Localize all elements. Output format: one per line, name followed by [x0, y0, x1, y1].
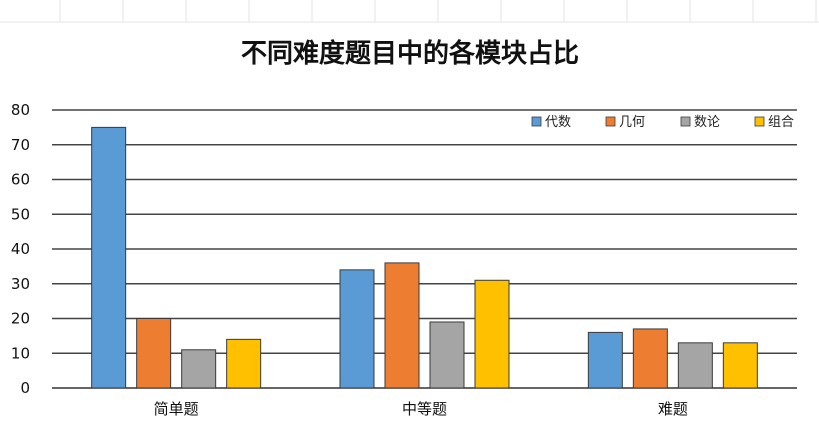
y-tick-label: 40: [11, 240, 30, 258]
bar: [632, 328, 668, 389]
y-axis-tick-labels: 0 10 20 30 40 50 60 70 80: [11, 101, 30, 397]
y-tick-label: 30: [11, 275, 30, 293]
chart-title: 不同难度题目中的各模块占比: [241, 38, 579, 69]
y-tick-label: 60: [11, 171, 30, 189]
bar: [136, 318, 172, 389]
legend: 代数 几何 数论 组合: [531, 114, 794, 130]
x-category-label: 难题: [658, 400, 688, 418]
bar: [677, 342, 713, 389]
legend-label: 代数: [545, 115, 571, 130]
bar: [722, 342, 758, 389]
bar: [474, 279, 510, 389]
bar: [587, 331, 623, 389]
x-category-label: 简单题: [154, 400, 199, 418]
legend-swatch: [754, 116, 765, 127]
legend-swatch: [680, 116, 691, 127]
y-tick-label: 70: [11, 136, 30, 154]
x-axis-category-labels: 简单题 中等题 难题: [154, 400, 688, 418]
bar: [226, 338, 262, 389]
bar: [339, 269, 375, 389]
y-tick-label: 50: [11, 205, 30, 223]
legend-label: 数论: [694, 115, 720, 130]
y-tick-label: 10: [11, 344, 30, 362]
bars: [91, 126, 758, 389]
x-category-label: 中等题: [402, 400, 447, 418]
bar: [384, 262, 420, 389]
y-tick-label: 80: [11, 101, 30, 119]
legend-swatch: [531, 116, 542, 127]
bar: [429, 321, 465, 389]
legend-label: 组合: [768, 115, 794, 130]
y-tick-label: 20: [11, 310, 30, 328]
y-tick-label: 0: [20, 379, 30, 397]
legend-label: 几何: [619, 114, 645, 130]
gridlines: [52, 109, 797, 389]
bar: [181, 349, 217, 389]
bar: [91, 126, 127, 389]
legend-swatch: [605, 116, 616, 127]
